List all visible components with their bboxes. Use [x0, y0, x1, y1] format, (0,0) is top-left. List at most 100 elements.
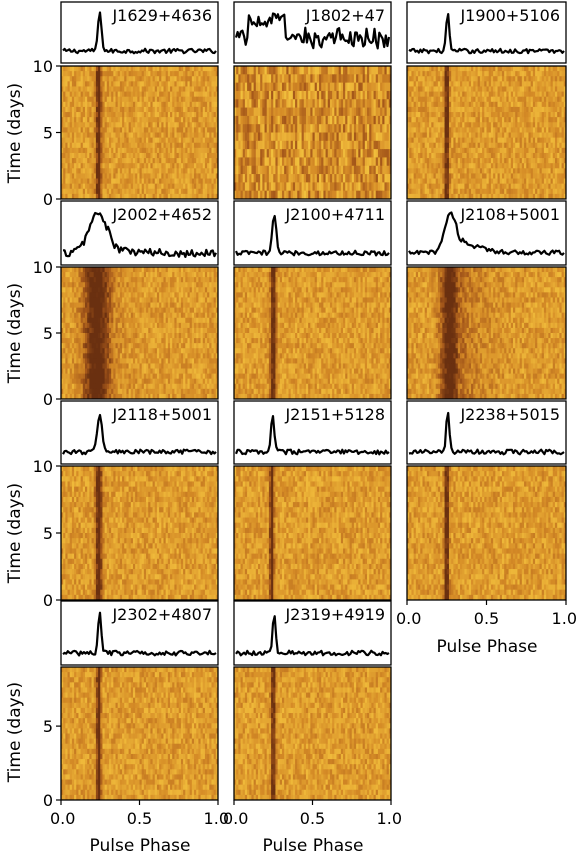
waterfall-cell	[135, 152, 138, 159]
waterfall-cell	[167, 101, 171, 108]
waterfall-cell	[268, 190, 272, 200]
waterfall-cell	[264, 157, 268, 167]
waterfall-cell	[76, 112, 79, 118]
waterfall-cell	[537, 91, 540, 98]
waterfall-cell	[238, 165, 241, 175]
waterfall-cell	[126, 117, 129, 123]
waterfall-cell	[271, 115, 274, 125]
waterfall-cell	[482, 91, 485, 98]
waterfall-cell	[80, 106, 84, 113]
waterfall-cell	[108, 163, 112, 169]
waterfall-cell	[126, 106, 129, 113]
waterfall-cell	[91, 122, 95, 128]
waterfall-cell	[74, 112, 77, 118]
waterfall-cell	[122, 112, 125, 118]
waterfall-cell	[559, 96, 562, 103]
waterfall-cell	[455, 106, 459, 113]
waterfall-cell	[515, 168, 518, 174]
waterfall-cell	[455, 101, 459, 108]
waterfall-cell	[495, 188, 498, 195]
waterfall-cell	[548, 188, 551, 195]
waterfall-cell	[240, 82, 244, 92]
waterfall-cell	[513, 81, 516, 87]
waterfall-cell	[466, 66, 470, 72]
waterfall-cell	[305, 74, 309, 84]
waterfall-cell	[180, 168, 184, 174]
waterfall-cell	[67, 66, 71, 72]
waterfall-cell	[508, 183, 512, 190]
waterfall-cell	[479, 86, 483, 92]
waterfall-cell	[504, 163, 507, 169]
waterfall-cell	[80, 112, 84, 118]
waterfall-cell	[207, 106, 210, 113]
waterfall-cell	[552, 101, 556, 108]
waterfall-cell	[353, 74, 357, 84]
waterfall-cell	[297, 90, 300, 100]
waterfall-cell	[413, 76, 417, 82]
waterfall-cell	[189, 106, 193, 113]
waterfall-cell	[530, 127, 534, 133]
waterfall-cell	[76, 106, 79, 113]
waterfall-cell	[78, 71, 82, 77]
waterfall-cell	[69, 127, 73, 133]
waterfall-cell	[386, 149, 390, 158]
waterfall-cell	[486, 81, 490, 87]
waterfall-cell	[418, 127, 421, 133]
waterfall-cell	[471, 71, 474, 77]
waterfall-cell	[172, 193, 175, 200]
waterfall-cell	[448, 152, 452, 159]
waterfall-cell	[242, 99, 246, 108]
waterfall-cell	[490, 173, 494, 179]
waterfall-cell	[490, 101, 494, 108]
waterfall-cell	[152, 101, 156, 108]
waterfall-cell	[501, 122, 505, 128]
waterfall-cell	[319, 132, 322, 142]
waterfall-cell	[415, 158, 419, 164]
waterfall-cell	[71, 76, 75, 82]
waterfall-cell	[76, 96, 79, 103]
waterfall-cell	[546, 137, 549, 144]
waterfall-cell	[132, 163, 136, 169]
waterfall-cell	[329, 90, 333, 100]
waterfall-cell	[373, 107, 377, 117]
waterfall-cell	[202, 112, 206, 118]
waterfall-cell	[345, 140, 348, 150]
waterfall-cell	[98, 76, 101, 82]
waterfall-cell	[148, 127, 151, 133]
waterfall-cell	[422, 101, 426, 108]
waterfall-cell	[113, 112, 116, 118]
waterfall-cell	[431, 132, 434, 139]
waterfall-cell	[308, 174, 311, 183]
waterfall-cell	[150, 173, 153, 179]
waterfall-cell	[460, 168, 463, 174]
waterfall-cell	[80, 178, 84, 185]
waterfall-cell	[338, 174, 342, 183]
waterfall-cell	[543, 117, 547, 123]
waterfall-cell	[236, 99, 239, 108]
waterfall-cell	[364, 149, 368, 158]
waterfall-cell	[253, 99, 257, 108]
waterfall-cell	[100, 122, 103, 128]
waterfall-cell	[87, 183, 90, 190]
waterfall-cell	[80, 76, 84, 82]
waterfall-cell	[510, 76, 514, 82]
waterfall-cell	[314, 190, 318, 200]
waterfall-cell	[156, 76, 160, 82]
waterfall-cell	[257, 149, 261, 158]
waterfall-cell	[493, 117, 496, 123]
waterfall-cell	[178, 71, 182, 77]
waterfall-cell	[183, 66, 186, 72]
waterfall-cell	[119, 81, 123, 87]
waterfall-cell	[504, 193, 507, 200]
waterfall-cell	[74, 158, 77, 164]
waterfall-cell	[200, 137, 204, 144]
waterfall-cell	[550, 112, 554, 118]
waterfall-cell	[303, 149, 307, 158]
waterfall-cell	[535, 96, 538, 103]
waterfall-cell	[510, 112, 514, 118]
waterfall-cell	[111, 142, 114, 149]
waterfall-cell	[98, 112, 101, 118]
waterfall-cell	[290, 165, 294, 175]
waterfall-cell	[288, 107, 292, 117]
waterfall-cell	[156, 81, 160, 87]
